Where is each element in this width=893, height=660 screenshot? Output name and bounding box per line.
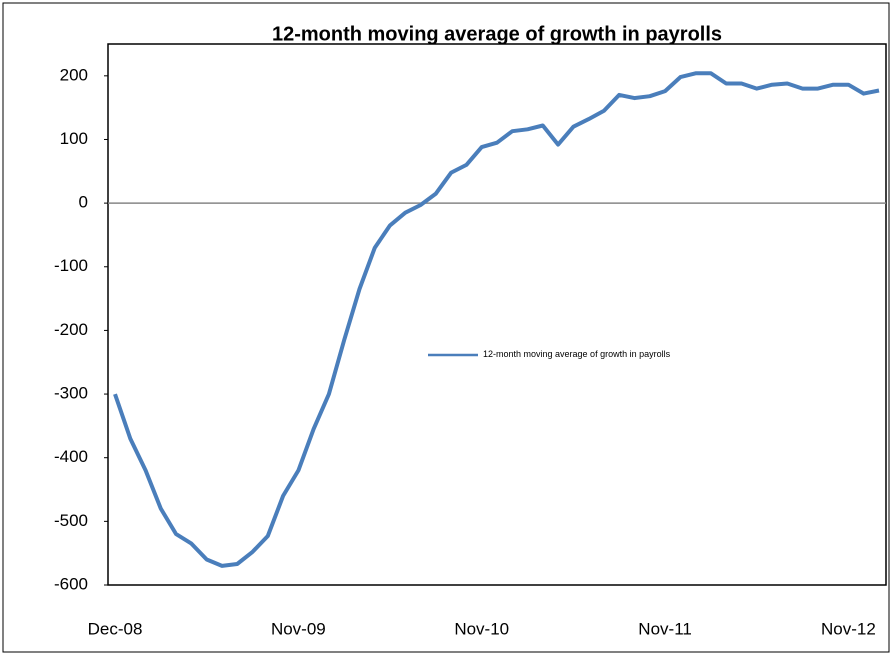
series-line	[113, 71, 880, 568]
x-tick-label: Nov-09	[271, 619, 326, 638]
y-tick-label: 200	[60, 65, 88, 84]
legend-item: 12-month moving average of growth in pay…	[483, 349, 671, 359]
y-tick-label: -600	[54, 574, 88, 593]
y-tick-label: -300	[54, 384, 88, 403]
y-tick-label: -100	[54, 256, 88, 275]
chart-title: 12-month moving average of growth in pay…	[272, 23, 722, 45]
y-tick-label: -200	[54, 320, 88, 339]
plot-border	[107, 43, 887, 586]
y-tick-label: 0	[79, 193, 88, 212]
legend-label: 12-month moving average of growth in pay…	[483, 349, 671, 359]
y-tick-label: -500	[54, 511, 88, 530]
y-tick-label: 100	[60, 129, 88, 148]
x-tick-label: Nov-11	[638, 619, 692, 638]
x-tick-label: Dec-08	[88, 619, 143, 638]
y-tick-label: -400	[54, 447, 88, 466]
x-tick-label: Nov-10	[454, 619, 509, 638]
x-tick-label: Nov-12	[821, 619, 876, 638]
